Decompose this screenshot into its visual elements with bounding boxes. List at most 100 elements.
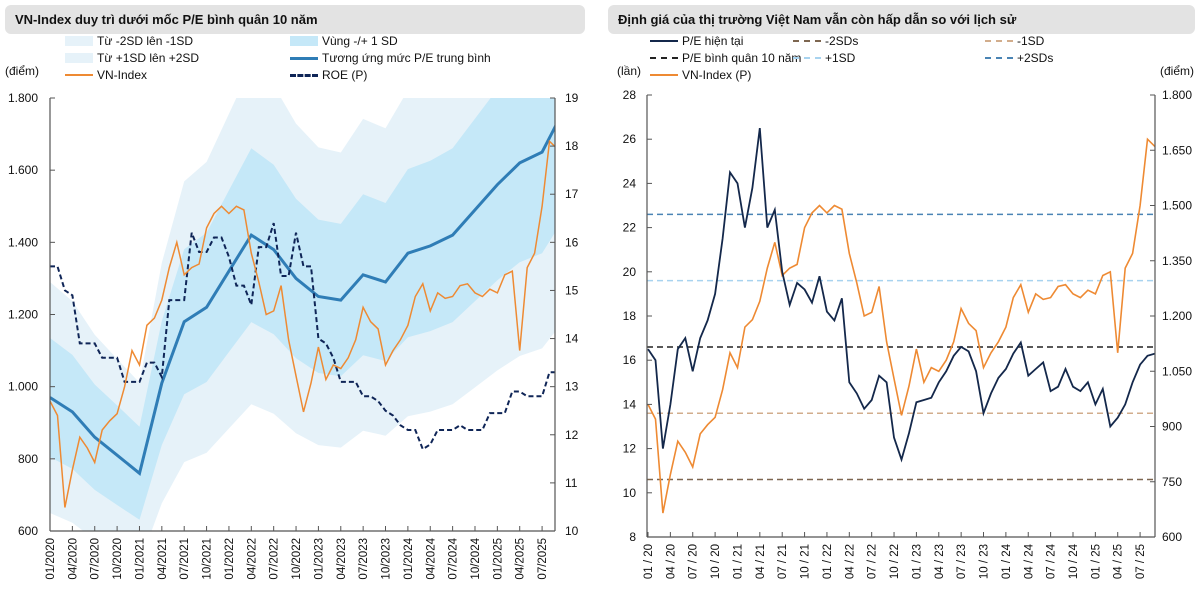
legend-vnindex: VN-Index	[65, 68, 147, 82]
y-tick-label-right: 16	[565, 235, 579, 249]
y-tick-label-right: 12	[565, 428, 579, 442]
legend-swatch	[985, 57, 1013, 59]
y-tick-label-left: 800	[18, 452, 38, 466]
y-tick-label-left: 1.800	[8, 91, 38, 105]
legend-swatch	[793, 40, 821, 42]
x-tick-label: 04 / 20	[665, 544, 677, 579]
x-tick-label: 04 / 22	[844, 544, 856, 579]
band-1sd	[50, 98, 555, 520]
legend-plus1-plus2: Từ +1SD lên +2SD	[65, 51, 199, 65]
y-tick-label-left: 18	[623, 309, 637, 323]
x-tick-label: 01 / 24	[1001, 543, 1013, 579]
x-tick-label: 07 / 23	[956, 544, 968, 579]
y-tick-label-left: 1.200	[8, 308, 38, 322]
x-tick-label: 01/2025	[492, 538, 504, 580]
y-tick-label-right: 15	[565, 283, 579, 297]
x-tick-label: 10/2023	[381, 538, 393, 580]
legend-swatch	[650, 40, 678, 42]
legend-swatch	[650, 57, 678, 59]
x-tick-label: 07 / 20	[688, 544, 700, 579]
legend-swatch	[65, 74, 93, 76]
legend-label: +1SD	[825, 51, 856, 65]
y-tick-label-right: 900	[1162, 420, 1182, 434]
pe-current-line	[647, 127, 1155, 463]
legend-label: -2SDs	[825, 34, 859, 48]
x-tick-label: 10/2021	[202, 538, 214, 580]
y-tick-label-left: 28	[623, 88, 637, 102]
legend-minus1sd: -1SD	[985, 34, 1044, 48]
y-tick-label-left: 16	[623, 353, 637, 367]
y-tick-label-right: 600	[1162, 530, 1182, 544]
x-tick-label: 10 / 21	[800, 544, 812, 579]
legend-swatch	[65, 36, 93, 46]
left-plot-area	[50, 98, 555, 531]
legend-pe-current: P/E hiện tại	[650, 34, 743, 48]
y-tick-label-left: 600	[18, 524, 38, 538]
y-tick-label-left: 20	[623, 265, 637, 279]
legend-label: -1SD	[1017, 34, 1045, 48]
x-tick-label: 01 / 22	[822, 544, 834, 579]
right-chart-y-unit-left: (lần)	[617, 64, 642, 78]
legend-label: P/E hiện tại	[682, 34, 744, 48]
x-tick-label: 04 / 21	[755, 544, 767, 579]
x-tick-label: 04/2020	[67, 538, 79, 580]
x-tick-label: 04/2024	[425, 537, 437, 579]
vnindex-line	[50, 139, 555, 508]
roe-line	[50, 222, 555, 451]
legend-minus2-minus1: Từ -2SD lên -1SD	[65, 34, 193, 48]
x-tick-label: 04/2025	[515, 538, 527, 580]
left-chart-y-unit: (điểm)	[5, 64, 40, 78]
x-tick-label: 07 / 25	[1135, 544, 1147, 579]
x-tick-label: 01/2024	[403, 537, 415, 579]
legend-label: Tương ứng mức P/E trung bình	[322, 51, 491, 65]
x-tick-label: 01/2021	[134, 538, 146, 580]
y-tick-label-right: 1.350	[1162, 254, 1192, 268]
legend-plusminus1: Vùng -/+ 1 SD	[290, 34, 398, 48]
y-tick-label-left: 1.000	[8, 380, 38, 394]
legend-swatch	[65, 53, 93, 63]
y-tick-label-left: 10	[623, 486, 637, 500]
legend-plus2sd: +2SDs	[985, 51, 1053, 65]
left-chart: 600 800 1.000 1.200 1.400 1.600 1.800 10 11 12 13 1…	[8, 91, 579, 580]
x-tick-label: 10/2020	[112, 538, 124, 580]
x-tick-label: 01 / 20	[643, 544, 655, 579]
legend-label: +2SDs	[1017, 51, 1054, 65]
legend-label: VN-Index (P)	[682, 68, 752, 82]
y-tick-label-left: 1.600	[8, 163, 38, 177]
y-tick-label-right: 19	[565, 91, 579, 105]
legend-vnindex-p: VN-Index (P)	[650, 68, 751, 82]
x-tick-label: 04 / 23	[934, 544, 946, 579]
y-tick-label-left: 1.400	[8, 235, 38, 249]
x-tick-label: 07 / 21	[777, 544, 789, 579]
x-tick-label: 07/2022	[269, 538, 281, 580]
x-tick-label: 07/2023	[358, 538, 370, 580]
left-chart-title: VN-Index duy trì dưới mốc P/E bình quân …	[5, 5, 585, 34]
y-tick-label-left: 12	[623, 442, 637, 456]
y-tick-label-right: 1.200	[1162, 309, 1192, 323]
legend-swatch	[985, 40, 1013, 42]
x-tick-label: 07 / 22	[867, 544, 879, 579]
x-tick-label: 07 / 24	[1046, 543, 1058, 579]
y-tick-label-right: 1.500	[1162, 199, 1192, 213]
legend-swatch	[650, 74, 678, 76]
legend-label: Từ -2SD lên -1SD	[97, 34, 194, 48]
right-chart-title: Định giá của thị trường Việt Nam vẫn còn…	[608, 5, 1195, 34]
x-tick-label: 07/2021	[179, 538, 191, 580]
legend-swatch	[290, 56, 318, 60]
x-tick-label: 07/2020	[90, 538, 102, 580]
y-tick-label-right: 18	[565, 139, 579, 153]
x-tick-label: 01 / 21	[732, 544, 744, 579]
y-tick-label-right: 1.800	[1162, 88, 1192, 102]
x-tick-label: 01/2023	[313, 538, 325, 580]
legend-pe-mean: Tương ứng mức P/E trung bình	[290, 51, 491, 65]
x-tick-label: 07/2025	[537, 538, 549, 580]
x-tick-label: 10 / 20	[710, 544, 722, 579]
y-tick-label-right: 17	[565, 187, 579, 201]
y-tick-label-left: 26	[623, 132, 637, 146]
y-tick-label-right: 11	[565, 476, 578, 490]
legend-swatch	[290, 73, 318, 77]
x-tick-label: 10 / 22	[889, 544, 901, 579]
y-tick-label-left: 14	[623, 397, 637, 411]
y-tick-label-right: 1.650	[1162, 143, 1192, 157]
